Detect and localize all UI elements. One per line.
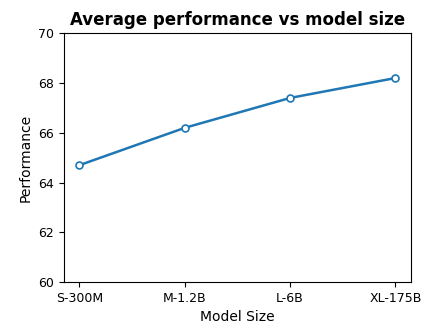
Y-axis label: Performance: Performance	[18, 114, 32, 202]
Title: Average performance vs model size: Average performance vs model size	[70, 11, 405, 29]
X-axis label: Model Size: Model Size	[200, 310, 275, 324]
